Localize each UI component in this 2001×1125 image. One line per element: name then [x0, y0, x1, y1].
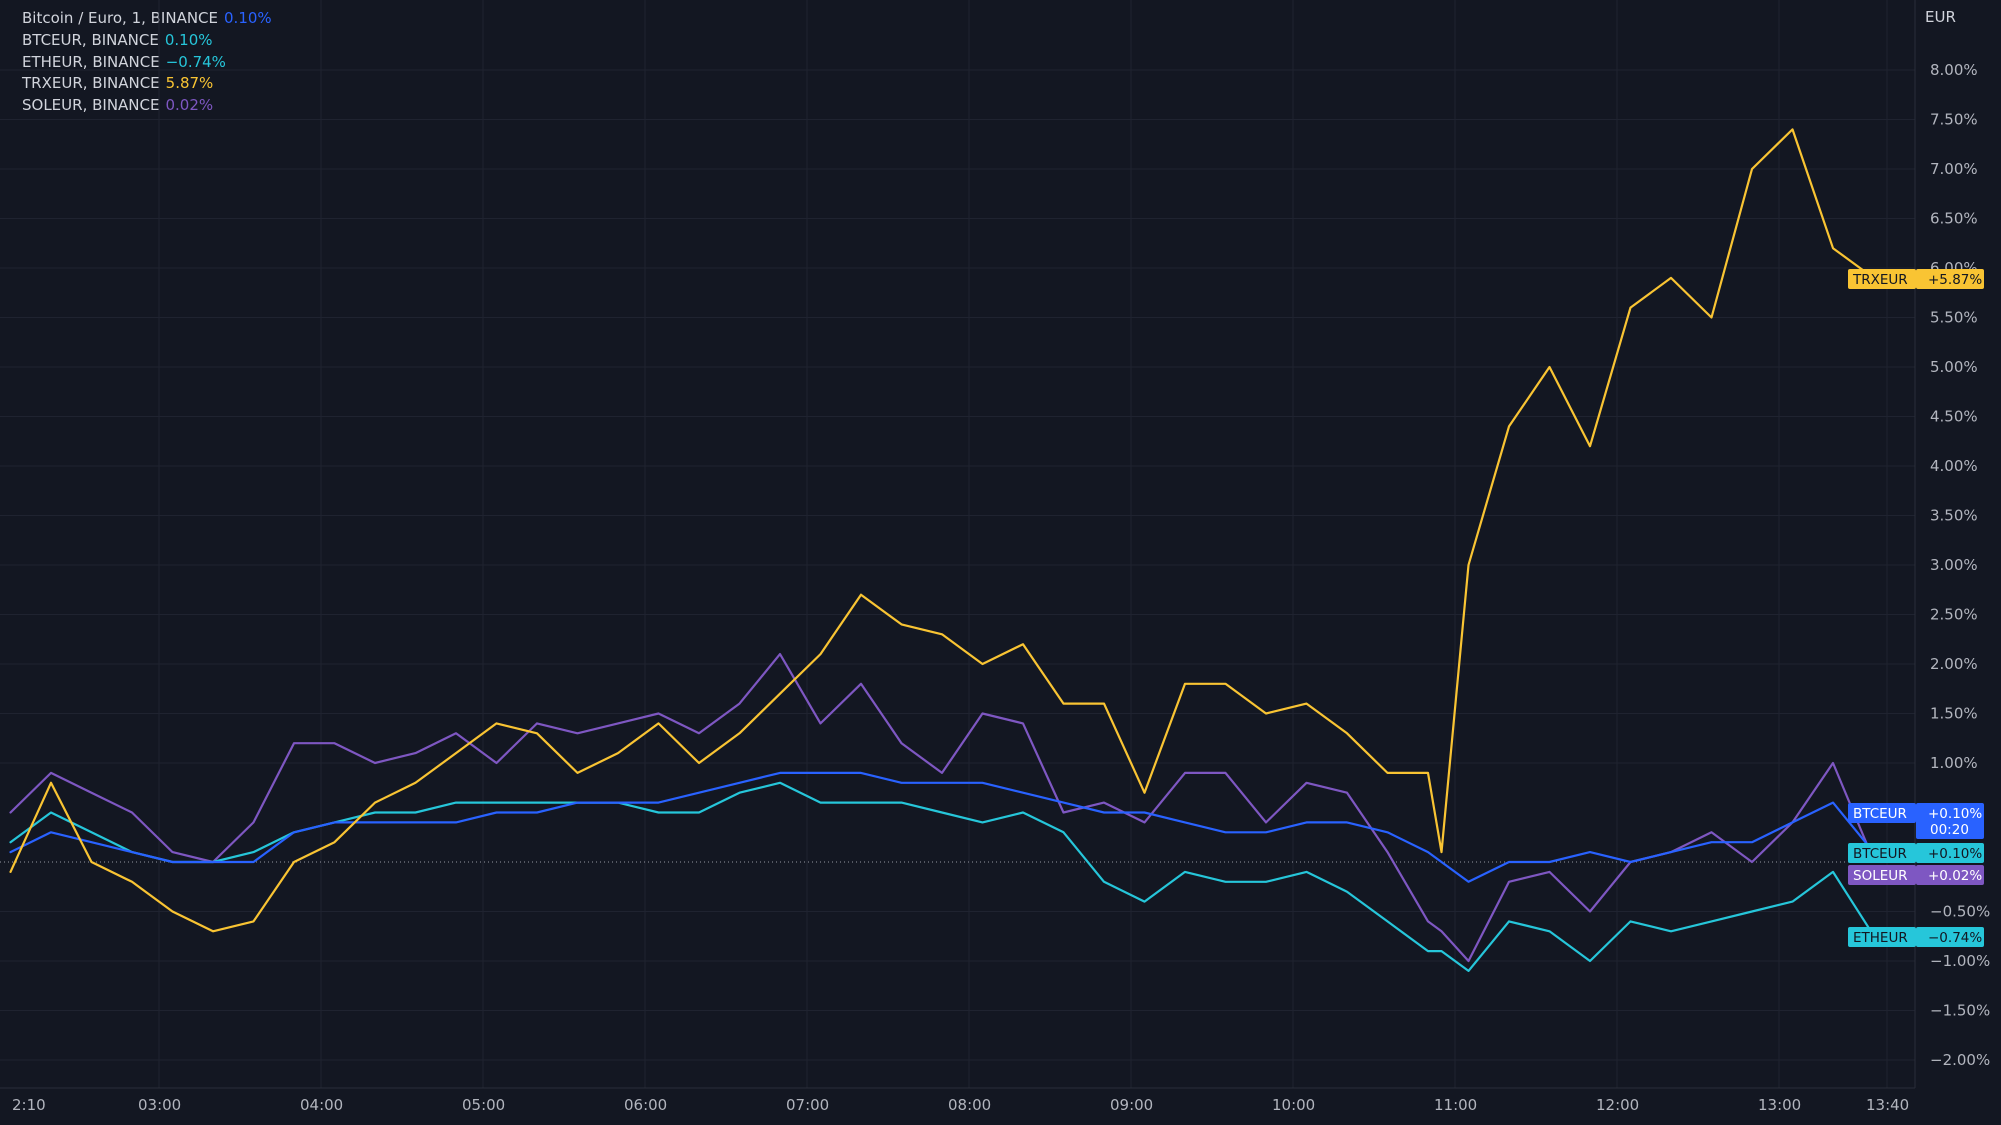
price-tag-value: +0.10%: [1928, 806, 1982, 822]
price-tag-name: TRXEUR: [1852, 272, 1908, 288]
legend-row-soleur[interactable]: SOLEUR, BINANCE 0.02%: [22, 95, 272, 117]
price-tick-label: 3.50%: [1930, 507, 1978, 525]
series-line-trxeur: [9, 128, 1875, 933]
price-tick-label: 4.50%: [1930, 408, 1978, 426]
price-tag-name-bg: [1848, 803, 1916, 823]
legend-trxeur-value: 5.87%: [165, 74, 214, 93]
price-tag-value-bg: [1916, 865, 1984, 885]
legend-btceur-name: BTCEUR, BINANCE: [22, 30, 159, 49]
chart-legend: Bitcoin / Euro, 1, BINANCE 0.10% BTCEUR, …: [22, 8, 272, 117]
legend-row-trxeur[interactable]: TRXEUR, BINANCE 5.87%: [22, 73, 272, 95]
price-tick-label: 1.00%: [1930, 754, 1978, 772]
price-tick-label: 5.50%: [1930, 309, 1978, 327]
time-tick-label: 06:00: [624, 1096, 667, 1114]
legend-etheur-name: ETHEUR, BINANCE: [22, 52, 160, 71]
price-tag-value-bg: [1916, 927, 1984, 947]
price-tag-value: +5.87%: [1928, 272, 1982, 288]
price-tag-btceur: BTCEUR +0.10%: [1848, 843, 1984, 863]
price-tick-label: 7.00%: [1930, 160, 1978, 178]
price-tag-name-bg: [1848, 269, 1916, 289]
price-tick-label: −0.50%: [1930, 903, 1990, 921]
legend-row-btceur[interactable]: BTCEUR, BINANCE 0.10%: [22, 30, 272, 52]
time-tick-label: 07:00: [786, 1096, 829, 1114]
price-tick-label: −1.50%: [1930, 1002, 1990, 1020]
price-tag-soleur: SOLEUR +0.02%: [1848, 865, 1984, 885]
time-tick-label: 08:00: [948, 1096, 991, 1114]
legend-main-value: 0.10%: [224, 9, 272, 27]
time-tick-label: 12:00: [1596, 1096, 1639, 1114]
time-tick-label: 05:00: [462, 1096, 505, 1114]
price-tick-label: 5.00%: [1930, 358, 1978, 376]
price-tag-name-bg: [1848, 865, 1916, 885]
price-tick-label: −1.00%: [1930, 952, 1990, 970]
price-tag-name: BTCEUR: [1853, 846, 1907, 862]
price-tick-label: 2.00%: [1930, 655, 1978, 673]
legend-btceur-value: 0.10%: [164, 30, 213, 49]
series-line-soleur: [9, 652, 1875, 963]
price-tick-label: 2.50%: [1930, 606, 1978, 624]
price-tag-name: SOLEUR: [1853, 868, 1908, 884]
time-tick-label: 03:00: [138, 1096, 181, 1114]
price-tick-label: −2.00%: [1930, 1051, 1990, 1069]
price-tag-value: +0.10%: [1928, 846, 1982, 862]
series-line-btceur: [9, 771, 1875, 883]
time-tick-label: 09:00: [1110, 1096, 1153, 1114]
price-tick-label: 7.50%: [1930, 111, 1978, 129]
price-tag-btceur: BTCEUR +0.10%00:20: [1848, 803, 1984, 839]
price-tag-etheur: ETHEUR −0.74%: [1848, 927, 1984, 947]
time-tick-label: 11:00: [1434, 1096, 1477, 1114]
legend-main-name: Bitcoin / Euro, 1, BINANCE: [22, 9, 219, 27]
price-tick-label: 8.00%: [1930, 61, 1978, 79]
price-axis-unit[interactable]: EUR: [1925, 8, 1956, 26]
price-tick-label: 4.00%: [1930, 457, 1978, 475]
price-tag-name: ETHEUR: [1853, 930, 1908, 946]
price-tag-value: −0.74%: [1928, 930, 1982, 946]
price-tag-value-bg: [1916, 843, 1984, 863]
legend-soleur-value: 0.02%: [165, 96, 214, 115]
chart-series: [9, 128, 1875, 973]
price-tag-value: +0.02%: [1928, 868, 1982, 884]
series-line-etheur: [9, 781, 1875, 973]
time-axis[interactable]: 2:10 03:00 04:00 05:00 06:00 07:00 08:00 09:00 1…: [12, 1096, 1909, 1114]
legend-trxeur-name: TRXEUR, BINANCE: [22, 74, 160, 93]
price-tick-label: 6.50%: [1930, 210, 1978, 228]
chart-grid: [0, 0, 1915, 1088]
time-tick-label: 10:00: [1272, 1096, 1315, 1114]
price-tag-name-bg: [1848, 927, 1916, 947]
price-tag-value-bg: [1916, 803, 1984, 839]
time-tick-label: 04:00: [300, 1096, 343, 1114]
price-tag-countdown: 00:20: [1930, 822, 1969, 838]
price-tag-name-bg: [1848, 843, 1916, 863]
time-tick-label: 2:10: [12, 1096, 46, 1114]
price-axis[interactable]: 8.00%7.50%7.00%6.50%6.00%5.50%5.00%4.50%…: [1930, 61, 1990, 1069]
legend-row-etheur[interactable]: ETHEUR, BINANCE −0.74%: [22, 52, 272, 74]
legend-etheur-value: −0.74%: [165, 52, 226, 71]
price-tick-label: 1.50%: [1930, 705, 1978, 723]
price-tag-value-bg: [1916, 269, 1984, 289]
price-tag-trxeur: TRXEUR +5.87%: [1848, 269, 1984, 289]
time-tick-label: 13:00: [1758, 1096, 1801, 1114]
price-tag-name: BTCEUR: [1853, 806, 1907, 822]
legend-row-main[interactable]: Bitcoin / Euro, 1, BINANCE 0.10%: [22, 8, 272, 30]
price-tick-label: 3.00%: [1930, 556, 1978, 574]
legend-soleur-name: SOLEUR, BINANCE: [22, 96, 160, 115]
time-tick-label: 13:40: [1866, 1096, 1909, 1114]
